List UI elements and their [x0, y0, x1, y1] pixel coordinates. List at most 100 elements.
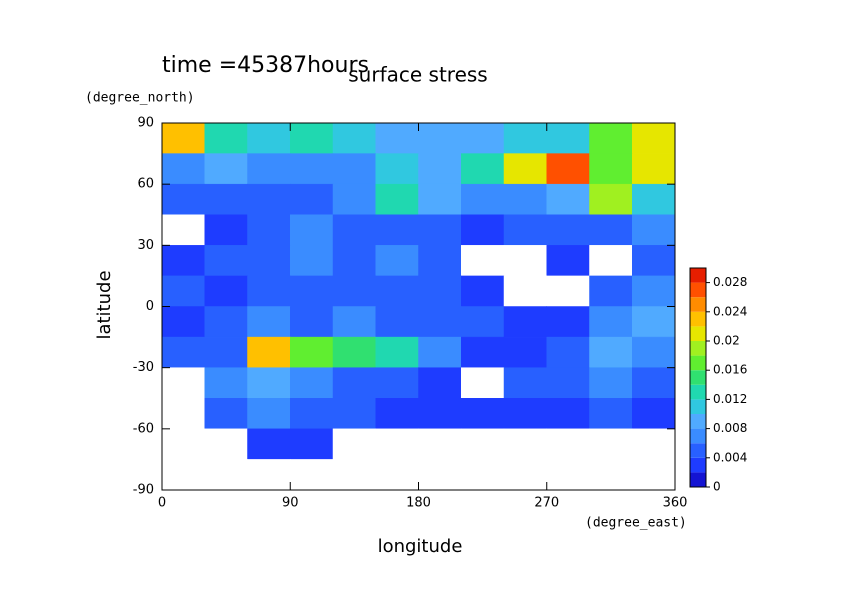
field-cell: [503, 459, 547, 491]
field-cell: [632, 245, 676, 277]
colorbar-band: [690, 384, 706, 400]
field-cell: [503, 306, 547, 338]
field-cell: [375, 153, 419, 185]
field-cell: [290, 122, 334, 154]
field-cell: [589, 153, 633, 185]
field-cell: [375, 214, 419, 246]
field-cell: [503, 153, 547, 185]
field-cell: [418, 122, 462, 154]
x-tick-label: 180: [406, 496, 431, 511]
field-cell: [375, 398, 419, 430]
field-cell: [247, 398, 291, 430]
colorbar-band: [690, 472, 706, 487]
field-cell: [161, 398, 205, 430]
field-cell: [503, 122, 547, 154]
field-cell: [461, 153, 505, 185]
chart-title: surface stress: [348, 63, 487, 87]
field-cell: [589, 245, 633, 277]
field-cell: [204, 183, 248, 216]
field-cell: [418, 306, 462, 338]
field-cell: [204, 306, 248, 338]
x-units: (degree_east): [585, 516, 687, 531]
y-tick-label: 90: [137, 116, 154, 131]
field-cell: [161, 153, 205, 185]
y-tick-label: -30: [133, 360, 154, 375]
field-cell: [375, 183, 419, 216]
field-cell: [418, 336, 462, 368]
field-cell: [461, 275, 505, 307]
field-cell: [461, 367, 505, 399]
field-cell: [161, 183, 205, 216]
field-cell: [247, 183, 291, 216]
field-cell: [503, 245, 547, 277]
field-cell: [375, 336, 419, 368]
field-cell: [332, 275, 376, 307]
field-cell: [290, 245, 334, 277]
x-tick-label: 360: [663, 496, 688, 511]
field-cell: [290, 367, 334, 399]
field-cell: [247, 122, 291, 154]
field-cell: [632, 336, 676, 368]
field-cell: [546, 122, 590, 154]
field-cell: [332, 153, 376, 185]
field-cell: [589, 367, 633, 399]
field-cell: [418, 428, 462, 460]
y-tick-label: 60: [137, 177, 154, 192]
field-cell: [332, 398, 376, 430]
field-cell: [589, 275, 633, 307]
colorbar-band: [690, 443, 706, 458]
field-cell: [461, 122, 505, 154]
colorbar-band: [690, 370, 706, 385]
colorbar-tick-label: 0.008: [713, 421, 747, 435]
y-tick-label: 0: [146, 299, 154, 314]
colorbar-band: [690, 326, 706, 341]
field-cell: [589, 336, 633, 368]
field-cell: [332, 245, 376, 277]
field-cell: [546, 367, 590, 399]
field-cell: [332, 428, 376, 460]
field-cell: [161, 122, 205, 154]
x-tick-label: 90: [282, 496, 299, 511]
colorbar-tick-label: 0.016: [713, 363, 747, 377]
field-cell: [418, 275, 462, 307]
field-cell: [503, 183, 547, 216]
colorbar-band: [690, 311, 706, 327]
field-cell: [589, 306, 633, 338]
field-cell: [546, 245, 590, 277]
field-cell: [204, 122, 248, 154]
colorbar-band: [690, 428, 706, 444]
field-cell: [461, 214, 505, 246]
field-cell: [247, 275, 291, 307]
y-units: (degree_north): [85, 91, 195, 106]
colorbar-band: [690, 355, 706, 371]
field-cell: [161, 245, 205, 277]
colorbar-tick-label: 0.004: [713, 450, 747, 464]
colorbar-tick-label: 0.024: [713, 304, 747, 318]
field-cell: [503, 428, 547, 460]
field-cell: [418, 183, 462, 216]
field-cell: [161, 214, 205, 246]
colorbar-frame: [689, 267, 707, 488]
field-cell: [332, 459, 376, 491]
field-cell: [332, 122, 376, 154]
field-cell: [247, 428, 291, 460]
field-cell: [418, 214, 462, 246]
field-cell: [204, 459, 248, 491]
field-cell: [632, 306, 676, 338]
field-cell: [632, 153, 676, 185]
field-cell: [161, 275, 205, 307]
field-cell: [332, 214, 376, 246]
field-cell: [204, 336, 248, 368]
field-cell: [161, 306, 205, 338]
field-cell: [632, 367, 676, 399]
field-cell: [461, 398, 505, 430]
field-cell: [503, 367, 547, 399]
field-cell: [632, 122, 676, 154]
colorbar-band: [690, 297, 706, 312]
x-axis-label: longitude: [378, 536, 463, 557]
field-cell: [503, 214, 547, 246]
field-cell: [247, 336, 291, 368]
field-cell: [632, 428, 676, 460]
field-cell: [418, 459, 462, 491]
field-cell: [332, 336, 376, 368]
